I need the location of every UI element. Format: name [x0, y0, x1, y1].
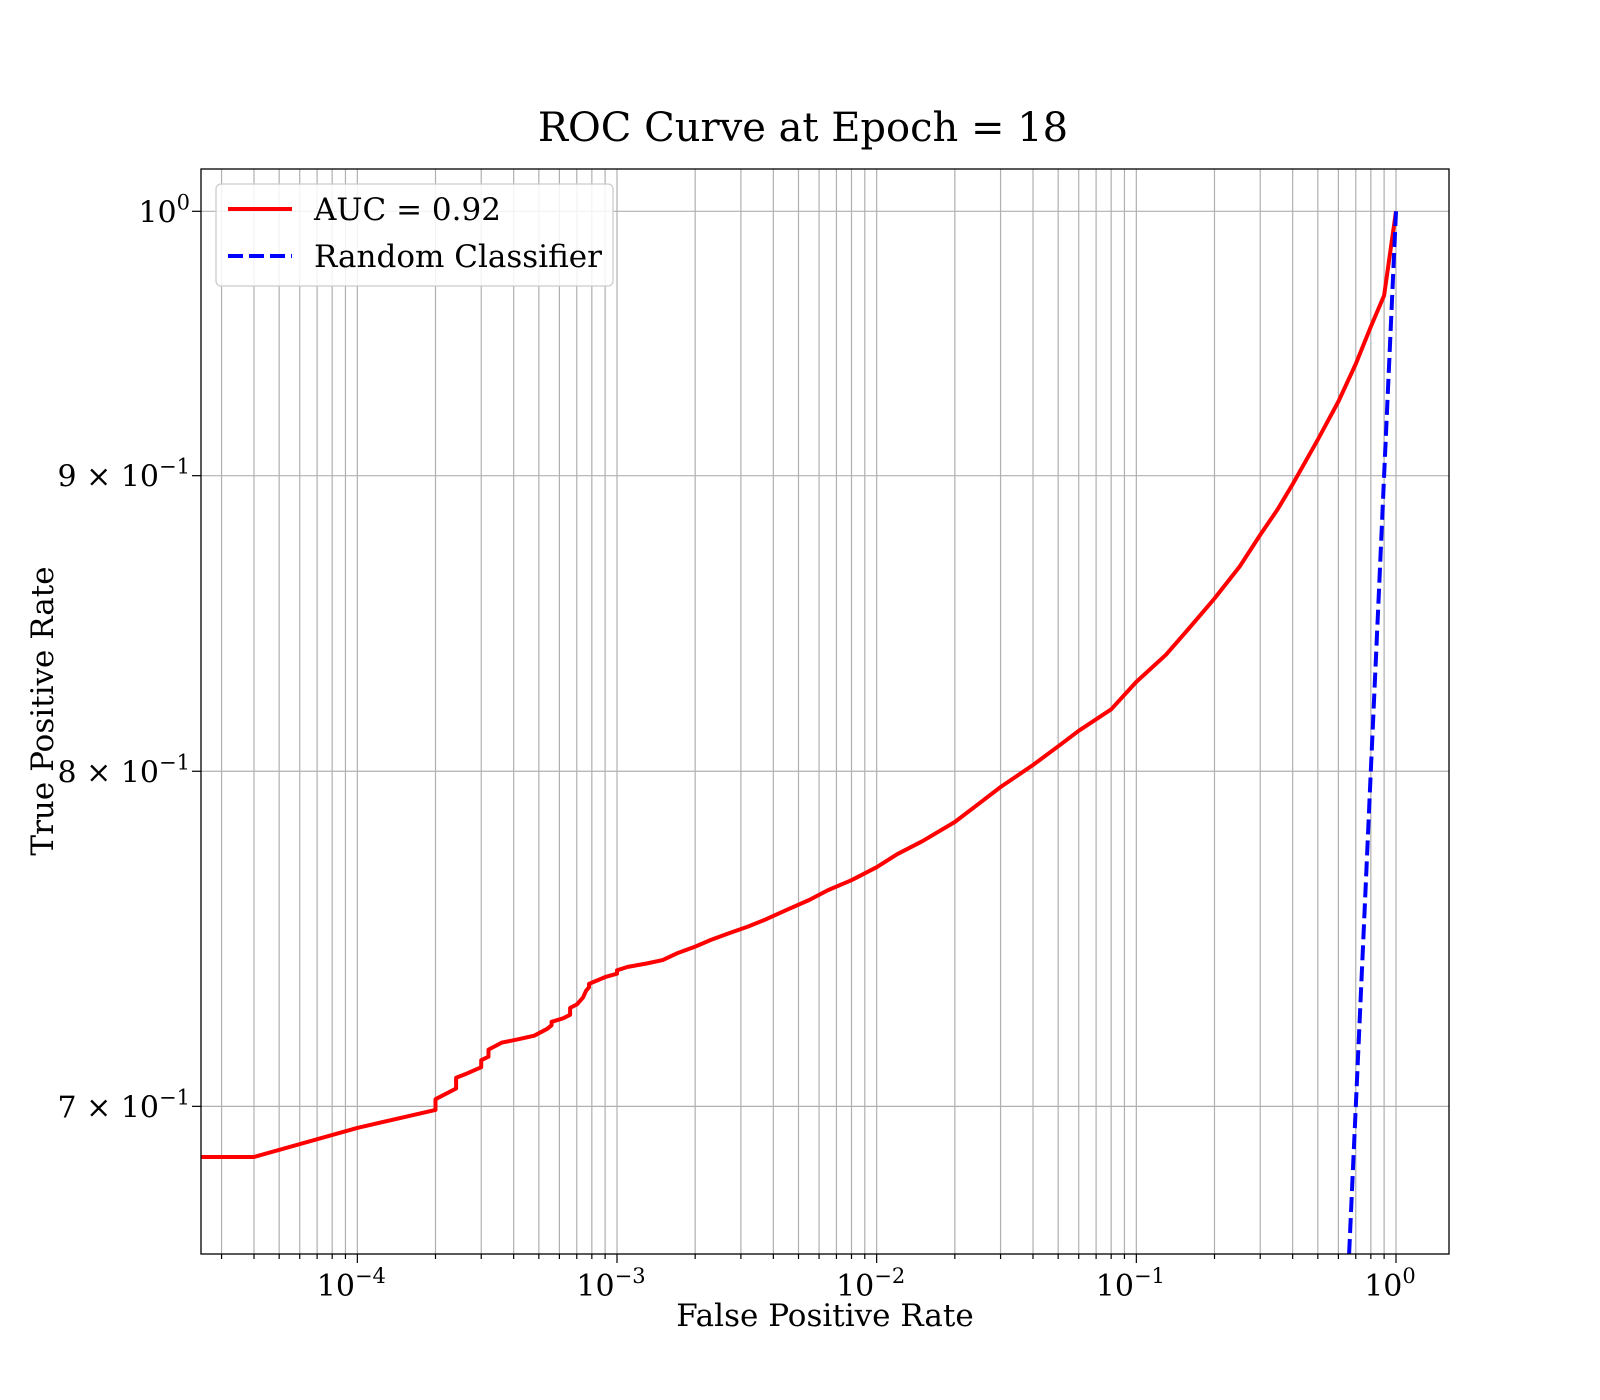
x-tick-label: 100 — [1364, 1264, 1416, 1304]
y-tick-label: 100 — [138, 190, 190, 230]
x-axis-label: False Positive Rate — [676, 1298, 973, 1334]
x-tick-label: 10−2 — [836, 1264, 905, 1304]
series-layer — [201, 211, 1398, 1254]
legend-label-random: Random Classifier — [314, 239, 602, 275]
plot-frame — [200, 168, 1450, 1255]
x-axis: 10−4 10−3 10−2 10−1 100 — [220, 1254, 1416, 1304]
y-tick-label: 8 × 10−1 — [58, 750, 190, 790]
y-axis: 100 9 × 10−1 8 × 10−1 7 × 10−1 — [58, 190, 201, 1125]
series-line-auc — [201, 211, 1398, 1159]
legend: AUC = 0.92 Random Classifier — [215, 183, 614, 287]
y-axis-label: True Positive Rate — [25, 566, 61, 855]
grid — [201, 169, 1449, 1254]
x-tick-label: 10−1 — [1096, 1264, 1165, 1304]
chart-title: ROC Curve at Epoch = 18 — [538, 105, 1068, 151]
x-tick-label: 10−3 — [576, 1264, 645, 1304]
y-tick-label: 9 × 10−1 — [58, 455, 190, 495]
series-line-random-classifier — [1347, 211, 1398, 1254]
y-tick-label: 7 × 10−1 — [58, 1085, 190, 1125]
legend-label-auc: AUC = 0.92 — [313, 192, 501, 228]
legend-box — [215, 183, 614, 287]
x-tick-label: 10−4 — [317, 1264, 386, 1304]
